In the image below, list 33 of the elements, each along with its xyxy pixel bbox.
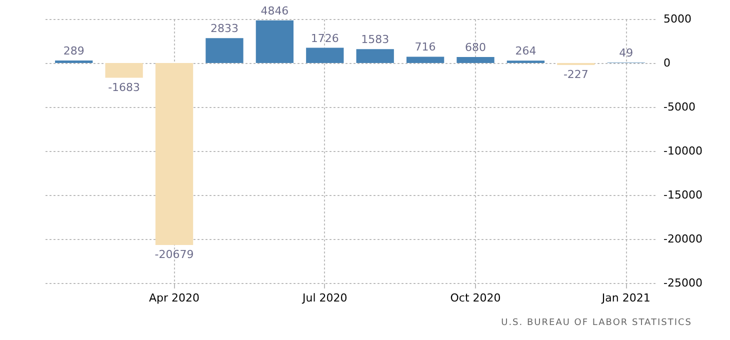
data-label: 4846: [260, 4, 289, 18]
x-tick-label: Oct 2020: [450, 292, 501, 304]
data-label: -1683: [108, 80, 140, 94]
bar: [105, 63, 143, 78]
data-label: -227: [563, 68, 588, 81]
data-label: -20679: [154, 248, 194, 261]
bar: [356, 49, 394, 63]
y-tick-label: -25000: [664, 276, 702, 290]
y-tick-label: -15000: [664, 188, 702, 202]
x-tick-label: Jan 2021: [600, 292, 650, 304]
data-label: 2833: [210, 22, 238, 36]
data-label: 716: [414, 40, 436, 54]
y-tick-label: -5000: [664, 100, 696, 114]
x-tick-label: Apr 2020: [149, 292, 200, 304]
bar: [206, 38, 244, 63]
data-label: 49: [619, 46, 634, 60]
y-tick-label: -10000: [664, 144, 702, 158]
y-tick-label: -20000: [664, 232, 702, 246]
bar: [456, 57, 494, 63]
data-label: 289: [63, 44, 84, 58]
bar: [155, 63, 194, 245]
y-tick-label: 5000: [664, 12, 692, 26]
data-label: 1726: [310, 32, 339, 45]
text: U.S. BUREAU OF LABOR STATISTICS: [501, 318, 692, 328]
x-tick-label: Jul 2020: [302, 292, 348, 304]
bar: [306, 48, 344, 63]
bar: [406, 56, 444, 63]
data-label: 264: [515, 44, 536, 58]
data-label: 1583: [361, 33, 390, 46]
bar: [55, 60, 93, 63]
data-label: 680: [465, 41, 486, 54]
y-tick-label: 0: [664, 56, 670, 70]
bar: [256, 20, 294, 63]
